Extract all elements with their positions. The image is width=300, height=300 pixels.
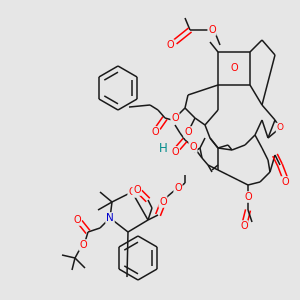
Text: O: O (171, 113, 179, 123)
Text: O: O (230, 63, 238, 73)
Text: O: O (159, 197, 167, 207)
Text: O: O (79, 240, 87, 250)
Text: N: N (106, 213, 114, 223)
Text: O: O (174, 183, 182, 193)
Text: O: O (281, 177, 289, 187)
Text: O: O (73, 215, 81, 225)
Text: O: O (133, 185, 141, 195)
Text: O: O (151, 127, 159, 137)
Text: O: O (208, 25, 216, 35)
Text: O: O (240, 221, 248, 231)
Text: O: O (128, 187, 136, 197)
Text: O: O (189, 142, 197, 152)
Text: O: O (244, 192, 252, 202)
Text: O: O (277, 124, 284, 133)
Text: O: O (171, 147, 179, 157)
Text: O: O (166, 40, 174, 50)
Text: H: H (159, 142, 167, 154)
Text: O: O (184, 127, 192, 137)
